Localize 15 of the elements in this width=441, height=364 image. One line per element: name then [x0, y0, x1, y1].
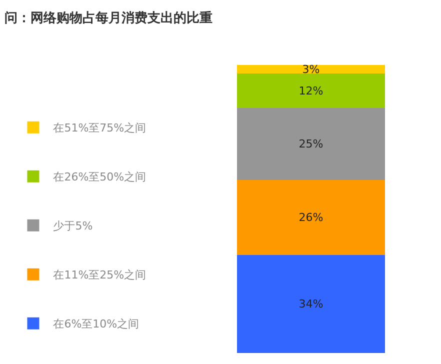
legend-label: 在11%至25%之间 [53, 268, 146, 282]
data-label: 34% [298, 298, 324, 311]
bar [237, 180, 385, 256]
data-label: 12% [298, 84, 324, 98]
legend-label: 在26%至50%之间 [53, 170, 146, 184]
data-label: 26% [298, 211, 324, 224]
data-label: 3% [302, 62, 320, 76]
bar [237, 74, 385, 108]
text: 问：网络购物占每月消费支出的比重 [4, 10, 212, 26]
bar [237, 108, 385, 180]
legend-label: 少于5% [53, 220, 93, 233]
legend-label: 在6%至10%之间 [53, 318, 140, 331]
data-label: 25% [298, 138, 324, 151]
bar [237, 65, 385, 74]
legend-label: 在51%至75%之间 [53, 122, 146, 135]
